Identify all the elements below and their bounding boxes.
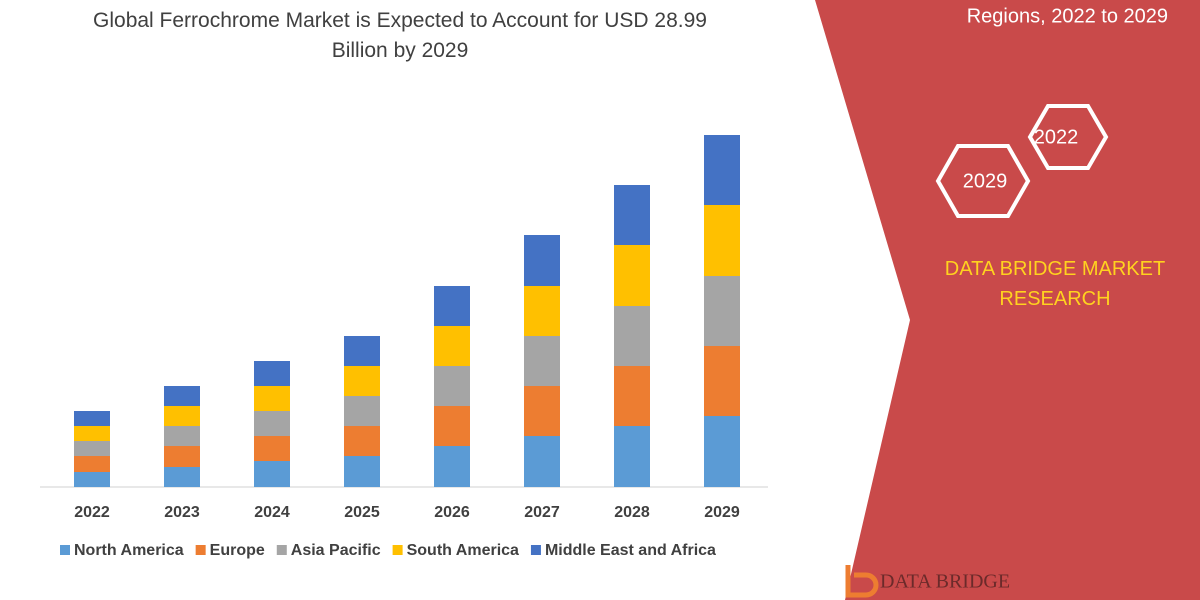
- bar-segment: [524, 286, 560, 336]
- x-tick-label: 2026: [434, 504, 470, 521]
- x-tick-label: 2029: [704, 504, 740, 521]
- bar-segment: [704, 205, 740, 276]
- legend-swatch: [530, 545, 541, 555]
- bar-segment: [254, 411, 290, 436]
- logo-text: DATA BRIDGE: [880, 571, 1010, 593]
- bar-segment: [704, 135, 740, 205]
- bar-segment: [614, 185, 650, 245]
- logo-icon: [845, 565, 879, 598]
- x-tick-label: 2024: [254, 504, 290, 521]
- x-tick-label: 2022: [74, 504, 110, 521]
- bar-segment: [164, 386, 200, 406]
- legend-label: North America: [74, 542, 184, 559]
- hexagon: [1027, 104, 1109, 170]
- x-tick-label: 2023: [164, 504, 200, 521]
- bar-segment: [164, 406, 200, 426]
- x-tick-label: 2025: [344, 504, 380, 521]
- bar-segment: [434, 286, 470, 326]
- legend-label: South America: [407, 542, 519, 559]
- bar-segment: [344, 426, 380, 456]
- x-tick-label: 2027: [524, 504, 560, 521]
- chart-title: Global Ferrochrome Market is Expected to…: [93, 9, 707, 62]
- bar-segment: [704, 416, 740, 487]
- bar-segment: [164, 426, 200, 446]
- legend-swatch: [195, 545, 206, 555]
- legend-swatch: [392, 545, 403, 555]
- bar-segment: [74, 472, 110, 487]
- bar-segment: [704, 276, 740, 346]
- legend-label: Europe: [210, 542, 265, 559]
- panel-bg: [815, 0, 1200, 600]
- hexagon-label: 2029: [963, 170, 1008, 192]
- bar-segment: [74, 456, 110, 472]
- bar-segment: [254, 361, 290, 386]
- bar-segment: [614, 366, 650, 426]
- bar-segment: [614, 426, 650, 487]
- bar-segment: [254, 436, 290, 461]
- brand: DATA BRIDGE MARKET RESEARCH: [944, 258, 1166, 310]
- bar-segment: [434, 366, 470, 406]
- bar-segment: [254, 461, 290, 487]
- bar-segment: [74, 411, 110, 426]
- bar-segment: [524, 235, 560, 286]
- hexagon: [935, 144, 1031, 218]
- legend-label: Middle East and Africa: [545, 542, 716, 559]
- hexagon-label: 2022: [1034, 126, 1079, 148]
- bar-segment: [74, 441, 110, 456]
- bar-segment: [164, 446, 200, 467]
- bar-segment: [614, 306, 650, 366]
- bar-segment: [164, 467, 200, 487]
- legend-label: Asia Pacific: [291, 542, 381, 559]
- bar-segment: [434, 326, 470, 366]
- legend-swatch: [60, 545, 70, 555]
- bar-segment: [524, 436, 560, 487]
- bar-segment: [704, 346, 740, 416]
- bar-segment: [614, 245, 650, 306]
- bar-segment: [344, 456, 380, 487]
- legend-swatch: [276, 545, 287, 555]
- bar-segment: [524, 336, 560, 386]
- bar-segment: [344, 366, 380, 396]
- bar-segment: [74, 426, 110, 441]
- bar-segment: [344, 396, 380, 426]
- bar-segment: [524, 386, 560, 436]
- x-tick-label: 2028: [614, 504, 650, 521]
- bar-segment: [344, 336, 380, 366]
- panel-subtitle: Regions, 2022 to 2029: [967, 5, 1168, 27]
- bar-segment: [434, 406, 470, 446]
- bar-segment: [434, 446, 470, 487]
- bar-segment: [254, 386, 290, 411]
